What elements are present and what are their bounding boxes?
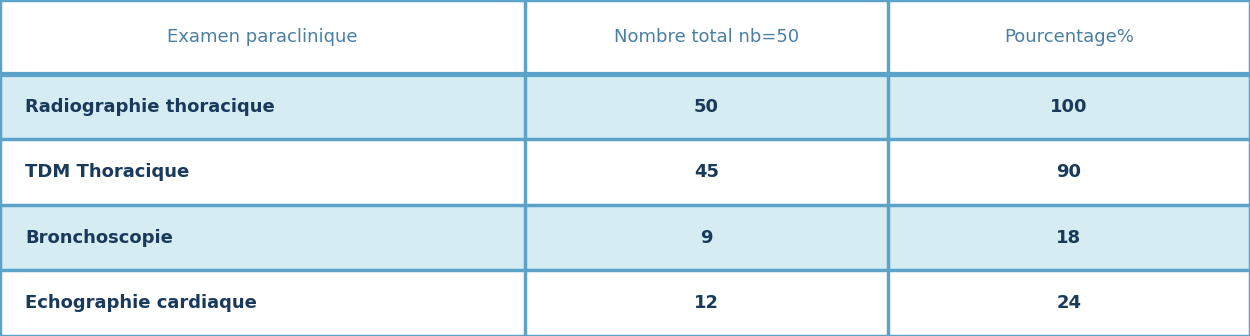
Text: Bronchoscopie: Bronchoscopie [25, 229, 172, 247]
Bar [0, 205, 525, 270]
Bar [888, 270, 1250, 336]
Bar [888, 74, 1250, 139]
Text: Examen paraclinique: Examen paraclinique [168, 28, 358, 46]
Text: Radiographie thoracique: Radiographie thoracique [25, 98, 275, 116]
Text: 24: 24 [1056, 294, 1081, 312]
Bar [888, 0, 1250, 74]
Text: Echographie cardiaque: Echographie cardiaque [25, 294, 258, 312]
Bar [0, 74, 525, 139]
Bar [888, 205, 1250, 270]
Bar [525, 205, 888, 270]
Text: 9: 9 [700, 229, 712, 247]
Text: Pourcentage%: Pourcentage% [1004, 28, 1134, 46]
Bar [525, 74, 888, 139]
Bar [525, 139, 888, 205]
Text: 50: 50 [694, 98, 719, 116]
Text: 100: 100 [1050, 98, 1088, 116]
Text: 45: 45 [694, 163, 719, 181]
Text: 18: 18 [1056, 229, 1081, 247]
Text: Nombre total nb=50: Nombre total nb=50 [614, 28, 799, 46]
Text: TDM Thoracique: TDM Thoracique [25, 163, 189, 181]
Bar [888, 139, 1250, 205]
Text: 90: 90 [1056, 163, 1081, 181]
Bar [525, 0, 888, 74]
Text: 12: 12 [694, 294, 719, 312]
Bar [0, 139, 525, 205]
Bar [525, 270, 888, 336]
Bar [0, 270, 525, 336]
Bar [0, 0, 525, 74]
